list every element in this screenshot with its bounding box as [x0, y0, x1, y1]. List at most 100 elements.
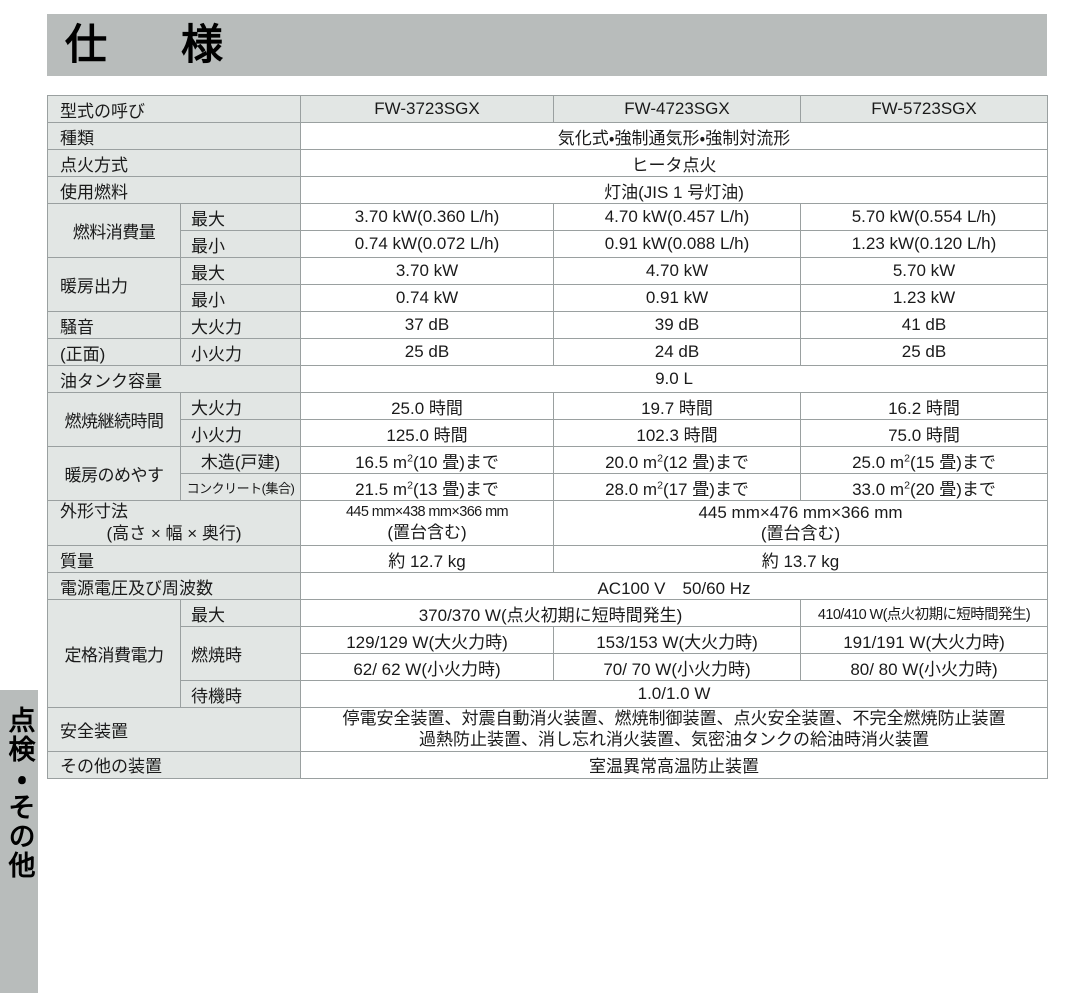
table-row-fuel: 使用燃料 灯油(JIS 1 号灯油)	[47, 176, 1048, 204]
row-label-noise-line1: 騒音	[47, 311, 181, 339]
value-dimensions-col1-line2: (置台含む)	[387, 522, 467, 542]
row-label-weight-text: 質量	[60, 551, 94, 571]
value-rated-power-burning-low-col2: 70/ 70 W(小火力時)	[553, 653, 801, 682]
value-noise-low-col3: 25 dB	[800, 338, 1048, 366]
value-rated-power-standby: 1.0/1.0 W	[300, 680, 1048, 709]
table-row-tank: 油タンク容量 9.0 L	[47, 365, 1048, 393]
row-label-dimensions-line2: (高さ × 幅 × 奥行)	[106, 524, 242, 544]
value-fuel-consumption-max-col1: 3.70 kW(0.360 L/h)	[300, 203, 554, 231]
row-label-fuel: 使用燃料	[47, 176, 301, 204]
value-noise-high-col1: 37 dB	[300, 311, 554, 339]
row-label-safety: 安全装置	[47, 707, 301, 752]
value-fuel-consumption-min-col2: 0.91 kW(0.088 L/h)	[553, 230, 801, 258]
sublabel-heating-output-max: 最大	[180, 257, 301, 285]
sublabel-heating-output-min: 最小	[180, 284, 301, 312]
row-label-dimensions-line1: 外形寸法	[60, 502, 128, 521]
table-row-safety: 安全装置 停電安全装置、対震自動消火装置、燃焼制御装置、点火安全装置、不完全燃焼…	[47, 707, 1048, 752]
value-burn-time-low-col1: 125.0 時間	[300, 419, 554, 447]
sublabel-noise-low: 小火力	[180, 338, 301, 366]
sublabel-noise-low-text: 小火力	[191, 344, 242, 364]
row-label-heating-area-text: 暖房のめやす	[64, 466, 165, 485]
value-burn-time-low-col2: 102.3 時間	[553, 419, 801, 447]
value-heating-area-wood-col1: 16.5 m2(10 畳)まで	[300, 446, 554, 474]
sublabel-rated-power-burning-text: 燃焼時	[191, 646, 242, 666]
sublabel-fuel-consumption-max: 最大	[180, 203, 301, 231]
table-row-burn-time-high: 燃焼継続時間 大火力 25.0 時間 19.7 時間 16.2 時間	[47, 392, 1048, 447]
row-label-power-supply: 電源電圧及び周波数	[47, 572, 301, 601]
value-heating-area-concrete-col1: 21.5 m2(13 畳)まで	[300, 473, 554, 501]
table-row-rated-power-standby: 待機時 1.0/1.0 W	[48, 680, 1048, 709]
row-label-weight: 質量	[47, 545, 301, 574]
sublabel-rated-power-burning: 燃焼時	[180, 626, 301, 682]
value-rated-power-burning-high-col3: 191/191 W(大火力時)	[800, 626, 1048, 655]
sublabel-burn-time-low: 小火力	[180, 419, 301, 447]
value-tank: 9.0 L	[300, 365, 1048, 393]
row-label-noise-line2: (正面)	[47, 338, 181, 366]
table-row-power-supply: 電源電圧及び周波数 AC100 V 50/60 Hz	[47, 572, 1048, 601]
table-row-type: 種類 気化式・強制通気形・強制対流形	[47, 122, 1048, 150]
sublabel-rated-power-standby: 待機時	[180, 680, 301, 709]
value-heating-output-min-col3: 1.23 kW	[800, 284, 1048, 312]
row-label-fuel-text: 使用燃料	[60, 182, 128, 202]
table-row-fuel-consumption-max: 燃料消費量 最大 3.70 kW(0.360 L/h) 4.70 kW(0.45…	[47, 203, 1048, 258]
model-name-col2: FW-4723SGX	[553, 95, 801, 123]
value-heating-output-min-col2: 0.91 kW	[553, 284, 801, 312]
value-fuel-consumption-min-col1: 0.74 kW(0.072 L/h)	[300, 230, 554, 258]
value-other: 室温異常高温防止装置	[300, 750, 1048, 779]
value-rated-power-burning-low-col3: 80/ 80 W(小火力時)	[800, 653, 1048, 682]
row-label-tank: 油タンク容量	[47, 365, 301, 393]
sublabel-rated-power-standby-text: 待機時	[191, 686, 242, 706]
value-rated-power-burning-high-col1: 129/129 W(大火力時)	[300, 626, 554, 655]
row-label-ignition: 点火方式	[47, 149, 301, 177]
table-row-ignition: 点火方式 ヒータ点火	[47, 149, 1048, 177]
row-label-model-text: 型式の呼び	[60, 101, 145, 121]
value-heating-area-wood-col3: 25.0 m2(15 畳)まで	[800, 446, 1048, 474]
table-row-fuel-consumption-min: 最小 0.74 kW(0.072 L/h) 0.91 kW(0.088 L/h)…	[48, 230, 1048, 258]
value-fuel-consumption-max-col3: 5.70 kW(0.554 L/h)	[800, 203, 1048, 231]
value-heating-area-concrete-col2: 28.0 m2(17 畳)まで	[553, 473, 801, 501]
sublabel-heating-area-wood-text: 木造(戸建)	[200, 452, 281, 472]
row-label-ignition-text: 点火方式	[60, 155, 128, 175]
model-name-col3: FW-5723SGX	[800, 95, 1048, 123]
page-title: 仕 様	[65, 21, 240, 68]
model-name-col1: FW-3723SGX	[300, 95, 554, 123]
value-dimensions-col1: 445 mm×438 mm×366 mm (置台含む)	[300, 499, 554, 547]
value-rated-power-burning-high-col2: 153/153 W(大火力時)	[553, 626, 801, 655]
sublabel-heating-area-concrete-text: コンクリート(集合)	[186, 480, 295, 496]
value-burn-time-high-col1: 25.0 時間	[300, 392, 554, 420]
table-row-rated-power-max: 定格消費電力 最大 370/370 W(点火初期に短時間発生) 410/410 …	[47, 599, 1048, 709]
value-type: 気化式・強制通気形・強制対流形	[300, 122, 1048, 150]
value-rated-power-max-col12: 370/370 W(点火初期に短時間発生)	[300, 599, 801, 628]
value-heating-area-wood-col2: 20.0 m2(12 畳)まで	[553, 446, 801, 474]
sublabel-burn-time-low-text: 小火力	[191, 425, 242, 445]
sublabel-noise-high-text: 大火力	[191, 317, 242, 337]
table-row-heating-output-max: 暖房出力 最大 3.70 kW 4.70 kW 5.70 kW	[47, 257, 1048, 312]
value-fuel-consumption-min-col3: 1.23 kW(0.120 L/h)	[800, 230, 1048, 258]
sublabel-rated-power-max: 最大	[180, 599, 301, 628]
sublabel-fuel-consumption-min: 最小	[180, 230, 301, 258]
sublabel-noise-high: 大火力	[180, 311, 301, 339]
sublabel-heating-output-min-text: 最小	[191, 290, 225, 310]
row-label-dimensions: 外形寸法 (高さ × 幅 × 奥行)	[47, 499, 301, 547]
sublabel-burn-time-high-text: 大火力	[191, 398, 242, 418]
row-label-other: その他の装置	[47, 750, 301, 779]
value-weight-col23: 約 13.7 kg	[553, 545, 1048, 574]
sublabel-heating-output-max-text: 最大	[191, 263, 225, 283]
row-label-model: 型式の呼び	[47, 95, 301, 123]
value-weight-col1: 約 12.7 kg	[300, 545, 554, 574]
value-rated-power-max-col3: 410/410 W(点火初期に短時間発生)	[800, 599, 1048, 628]
table-row-rated-power-burning-high: 燃焼時 129/129 W(大火力時) 153/153 W(大火力時) 191/…	[48, 626, 1048, 682]
value-fuel: 灯油(JIS 1 号灯油)	[300, 176, 1048, 204]
table-row-noise-high: 騒音 大火力 37 dB 39 dB 41 dB	[47, 311, 1048, 339]
row-label-burn-time: 燃焼継続時間	[47, 392, 181, 447]
row-label-rated-power-text: 定格消費電力	[64, 646, 165, 666]
table-row-weight: 質量 約 12.7 kg 約 13.7 kg	[47, 545, 1048, 574]
row-label-tank-text: 油タンク容量	[60, 371, 162, 391]
row-label-noise-line2-text: (正面)	[60, 344, 106, 364]
value-power-supply: AC100 V 50/60 Hz	[300, 572, 1048, 601]
row-label-heating-area: 暖房のめやす	[47, 446, 181, 501]
row-label-noise-line1-text: 騒音	[60, 317, 94, 337]
page-header-bar: 仕 様	[47, 14, 1047, 76]
sublabel-fuel-consumption-min-text: 最小	[191, 236, 225, 256]
table-row-burn-time-low: 小火力 125.0 時間 102.3 時間 75.0 時間	[48, 419, 1048, 447]
